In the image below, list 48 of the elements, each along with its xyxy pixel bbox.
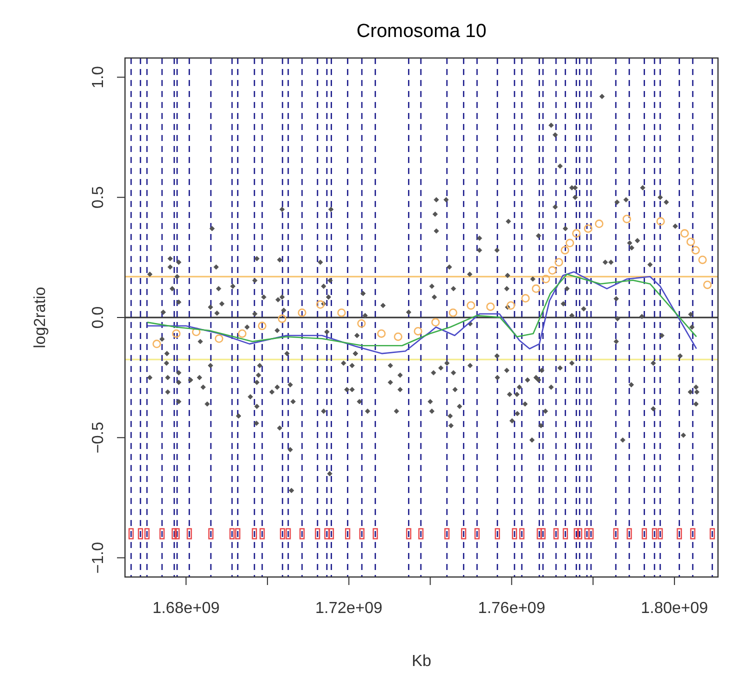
y-tick-label: 1.0 — [90, 66, 107, 88]
point — [506, 301, 516, 310]
point — [680, 229, 689, 238]
point — [566, 238, 574, 248]
y-tick-label: −1.0 — [90, 542, 107, 574]
point — [698, 256, 707, 264]
point — [686, 238, 695, 246]
point — [622, 214, 632, 224]
x-tick-label: 1.72e+09 — [315, 600, 383, 617]
point — [656, 217, 665, 226]
point — [172, 329, 181, 338]
point — [214, 334, 224, 343]
point — [316, 300, 325, 309]
x-tick-label: 1.80e+09 — [640, 600, 708, 617]
point — [258, 322, 266, 330]
y-tick-label: 0.5 — [90, 186, 107, 208]
point — [703, 280, 712, 290]
x-tick-label: 1.68e+09 — [152, 600, 220, 617]
chart-title: Cromosoma 10 — [356, 21, 486, 42]
point — [594, 220, 604, 228]
point — [572, 229, 581, 238]
point — [298, 308, 306, 317]
point — [238, 329, 246, 338]
y-tick-label: −0.5 — [90, 422, 107, 454]
point — [542, 274, 550, 284]
point — [554, 258, 564, 266]
point — [532, 284, 540, 293]
point — [192, 328, 200, 336]
point — [691, 246, 700, 254]
x-axis-title: Kb — [412, 653, 432, 670]
x-tick-label: 1.76e+09 — [478, 600, 546, 617]
point — [521, 294, 530, 303]
point — [560, 246, 570, 254]
point — [337, 308, 346, 317]
y-tick-label: 0.0 — [90, 306, 107, 329]
point — [394, 332, 402, 341]
point — [357, 319, 366, 328]
point — [466, 301, 476, 310]
point — [486, 302, 495, 311]
point — [431, 318, 440, 327]
point — [278, 314, 286, 323]
point — [152, 340, 161, 348]
y-axis-title: log2ratio — [32, 286, 49, 348]
point — [448, 308, 458, 317]
point — [414, 326, 422, 336]
point — [548, 266, 557, 275]
point — [377, 329, 386, 338]
point — [584, 224, 592, 233]
